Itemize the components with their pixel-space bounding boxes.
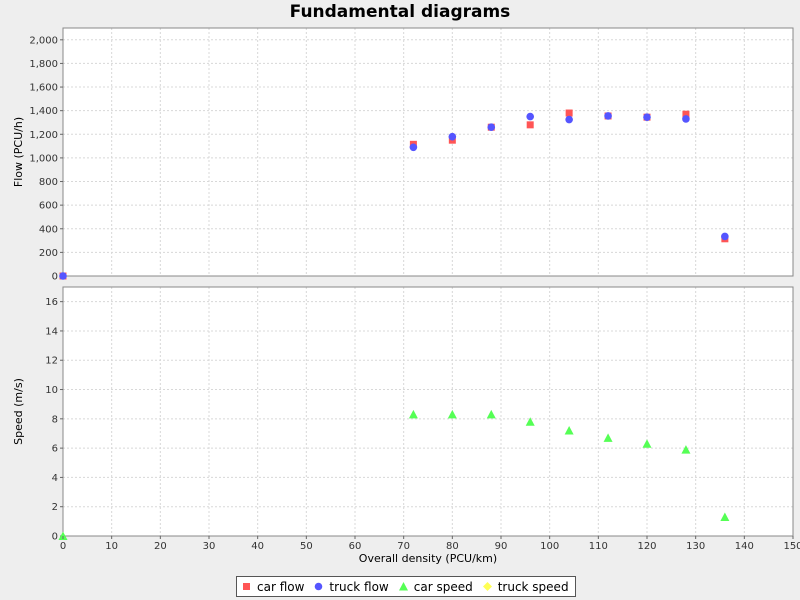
car-speed-point xyxy=(642,439,652,448)
legend-label: truck speed xyxy=(497,579,569,594)
plot-background xyxy=(63,287,793,536)
truck-flow-point xyxy=(59,272,67,280)
x-tick-label: 130 xyxy=(686,541,705,552)
y-tick-label: 1,400 xyxy=(29,106,58,117)
car-speed-point xyxy=(603,433,613,442)
y-tick-label: 0 xyxy=(52,272,58,283)
x-tick-label: 40 xyxy=(251,541,264,552)
subplot-2: 0 2 4 6 8 10 12 14 16 Speed (m/s) xyxy=(12,286,794,543)
plot-background xyxy=(63,28,793,276)
legend-label: car flow xyxy=(257,579,305,594)
y-tick-label: 600 xyxy=(39,201,58,212)
plot-border xyxy=(62,286,794,537)
car-flow-point xyxy=(526,121,534,129)
x-tick-label: 0 xyxy=(60,541,66,552)
car-speed-point xyxy=(564,426,574,435)
y-tick-label: 8 xyxy=(52,414,58,425)
y-tick-label: 12 xyxy=(45,356,58,367)
legend-label: car speed xyxy=(413,579,473,594)
y-tick-label: 2,000 xyxy=(29,35,58,46)
x-tick-label: 120 xyxy=(637,541,656,552)
x-tick-label: 30 xyxy=(203,541,216,552)
truck-flow-point xyxy=(604,112,612,120)
legend-marker xyxy=(398,582,408,591)
truck-flow-point xyxy=(643,113,651,121)
legend-item-car-speed: car speed xyxy=(398,580,473,594)
car-speed-point xyxy=(408,409,418,419)
y-tick-label: 1,000 xyxy=(29,153,58,164)
x-tick-label: 10 xyxy=(105,541,118,552)
truck-flow-point xyxy=(682,115,690,123)
legend-marker xyxy=(243,583,250,590)
x-tick-label: 90 xyxy=(495,541,508,552)
car-speed-point xyxy=(681,445,691,454)
y-tick-label: 10 xyxy=(45,385,58,396)
legend-swatch xyxy=(243,583,250,590)
truck-flow-point xyxy=(721,232,729,241)
legend-swatch xyxy=(398,582,408,591)
y-tick-label: 4 xyxy=(52,473,58,484)
car-speed-point xyxy=(486,409,496,419)
x-tick-label: 140 xyxy=(735,541,754,552)
y-tick-label: 6 xyxy=(52,444,58,455)
car-speed-point xyxy=(447,409,457,419)
legend-label: truck flow xyxy=(329,579,389,594)
y-axis-label: Flow (PCU/h) xyxy=(12,117,25,187)
y-tick-label: 1,800 xyxy=(29,59,58,70)
x-tick-label: 50 xyxy=(300,541,313,552)
y-tick-label: 1,200 xyxy=(29,130,58,141)
y-tick-label: 14 xyxy=(45,326,58,337)
car-speed-point xyxy=(720,512,730,521)
y-tick-label: 800 xyxy=(39,177,58,188)
legend-item-truck-flow: truck flow xyxy=(313,579,389,594)
legend-marker xyxy=(315,582,323,591)
x-tick-label: 80 xyxy=(446,541,459,552)
y-tick-label: 0 xyxy=(52,532,58,543)
x-tick-label: 70 xyxy=(397,541,410,552)
car-speed-point xyxy=(525,417,535,426)
car-speed-point xyxy=(58,531,68,540)
y-axis-label: Speed (m/s) xyxy=(12,378,25,445)
y-tick-label: 1,600 xyxy=(29,83,58,94)
y-tick-label: 200 xyxy=(39,248,58,259)
car-flow-point xyxy=(565,109,573,117)
legend-item-truck-speed: truck speed xyxy=(482,580,569,594)
x-axis-label: Overall density (PCU/km) xyxy=(359,552,497,565)
legend-swatch xyxy=(482,582,492,591)
x-tick-label: 150 xyxy=(783,541,800,552)
plot-border xyxy=(62,27,794,277)
legend-item-car-flow: car flow xyxy=(241,580,304,594)
subplot-1: 0 200 400 600 800 1,000 1,200 1,400 1,600 1,800 2,… xyxy=(12,27,794,283)
legend-marker xyxy=(482,582,492,591)
y-tick-label: 16 xyxy=(45,297,58,308)
truck-flow-point xyxy=(409,143,418,152)
x-tick-label: 60 xyxy=(349,541,362,552)
truck-flow-point xyxy=(565,115,573,124)
x-tick-label: 20 xyxy=(154,541,167,552)
truck-flow-point xyxy=(526,112,534,121)
truck-flow-point xyxy=(487,123,496,131)
car-flow-point xyxy=(682,110,690,118)
y-tick-label: 2 xyxy=(52,502,58,513)
chart-title: Fundamental diagrams xyxy=(289,2,511,22)
legend-swatch xyxy=(315,582,323,591)
chart-plot-area: 02004006008001,0001,2001,4001,6001,8002,… xyxy=(12,27,800,565)
chart-legend: car flow truck flow car speed truck speed xyxy=(236,576,576,597)
x-tick-label: 110 xyxy=(589,541,608,552)
truck-flow-point xyxy=(448,132,457,141)
x-tick-label: 100 xyxy=(540,541,559,552)
y-tick-label: 400 xyxy=(39,224,58,235)
